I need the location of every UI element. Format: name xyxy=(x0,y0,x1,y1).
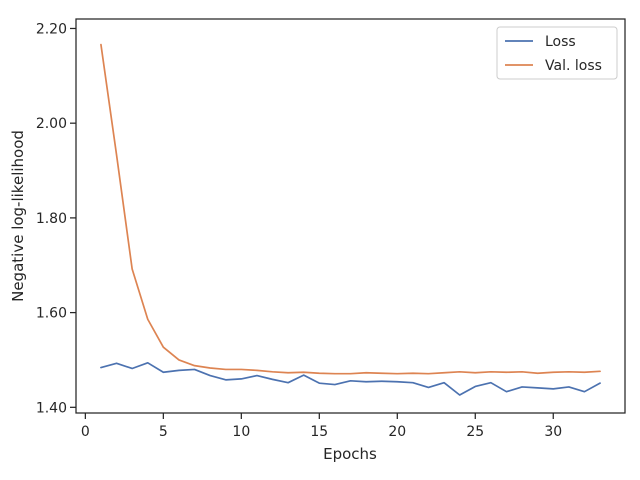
legend-box xyxy=(496,26,618,80)
y-tick-label: 2.20 xyxy=(36,21,67,37)
plot-frame xyxy=(75,18,626,414)
legend-label-1: Val. loss xyxy=(545,58,602,74)
y-axis-ticks: 1.40 1.60 1.80 2.00 2.20 xyxy=(36,21,76,416)
x-axis-ticks: 0 5 10 15 20 25 30 xyxy=(81,413,562,440)
series-line-1 xyxy=(100,43,601,375)
legend: Loss Val. loss xyxy=(496,26,618,80)
y-tick-label: 1.60 xyxy=(36,306,67,322)
x-tick-label: 25 xyxy=(466,424,484,440)
x-tick-label: 15 xyxy=(310,424,328,440)
y-tick-label: 1.80 xyxy=(36,211,67,227)
legend-label-0: Loss xyxy=(545,34,576,50)
x-tick-label: 30 xyxy=(544,424,562,440)
series-line-0 xyxy=(100,361,601,396)
plot-background xyxy=(76,19,625,413)
y-tick-label: 2.00 xyxy=(36,116,67,132)
x-tick-label: 10 xyxy=(232,424,250,440)
series-layer xyxy=(100,43,601,396)
x-axis-title: Epochs xyxy=(323,445,377,463)
x-tick-label: 20 xyxy=(388,424,406,440)
x-tick-label: 5 xyxy=(159,424,168,440)
y-axis-title: Negative log-likelihood xyxy=(9,130,27,302)
y-tick-label: 1.40 xyxy=(36,400,67,416)
x-tick-label: 0 xyxy=(81,424,90,440)
